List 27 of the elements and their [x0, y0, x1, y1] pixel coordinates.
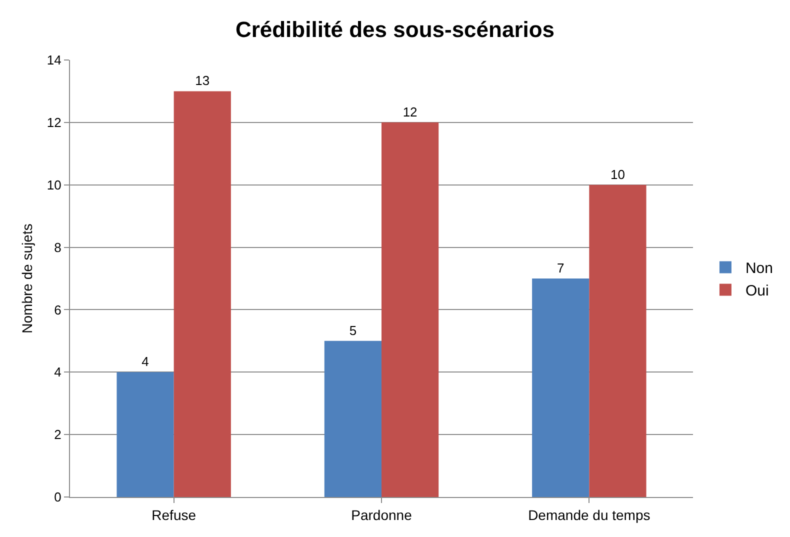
chart-title: Crédibilité des sous-scénarios — [235, 16, 555, 42]
y-tick-label: 2 — [54, 427, 62, 442]
bar — [324, 340, 382, 497]
data-label: 12 — [402, 104, 418, 120]
y-tick-label: 12 — [46, 114, 62, 130]
y-tick-label: 14 — [46, 52, 62, 68]
y-axis-title: Nombre de sujets — [19, 224, 35, 334]
y-tick-label: 8 — [54, 240, 62, 255]
data-label: 13 — [195, 73, 210, 88]
y-tick-label: 0 — [54, 490, 62, 505]
data-label: 10 — [610, 166, 625, 182]
x-tick-label: Refuse — [152, 506, 196, 523]
x-tick-label: Pardonne — [351, 506, 412, 523]
data-label: 5 — [349, 322, 357, 338]
y-tick-label: 10 — [46, 177, 62, 192]
x-tick-label: Demande du temps — [528, 506, 650, 523]
bar — [589, 184, 646, 497]
legend-label: Non — [745, 260, 773, 278]
bar — [382, 122, 439, 497]
y-tick-label: 6 — [54, 302, 62, 318]
bar — [532, 278, 590, 497]
bar — [116, 372, 174, 497]
legend-label: Oui — [745, 282, 769, 300]
bar — [174, 91, 231, 497]
y-tick-label: 4 — [54, 364, 62, 380]
data-label: 7 — [557, 260, 564, 276]
data-label: 4 — [142, 354, 149, 370]
